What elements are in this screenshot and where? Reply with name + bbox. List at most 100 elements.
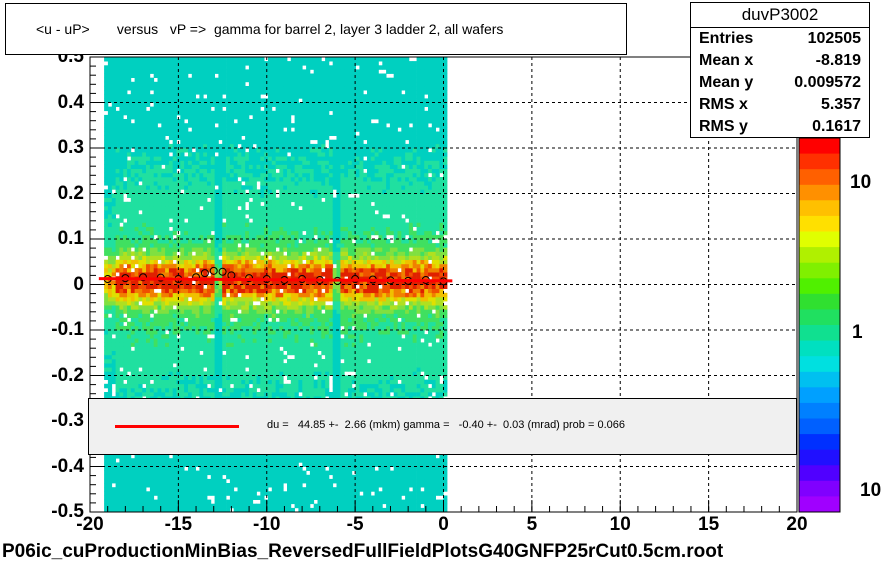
heatmap-cell — [214, 354, 219, 360]
heatmap-cell — [111, 218, 116, 223]
heatmap-cell — [245, 193, 250, 198]
heatmap-cell — [104, 106, 109, 112]
heatmap-cell — [165, 354, 170, 360]
heatmap-cell — [146, 317, 151, 323]
heatmap-cell — [195, 342, 200, 347]
heatmap-cell — [207, 363, 212, 368]
heatmap-cell — [245, 210, 250, 215]
heatmap-cell — [168, 458, 174, 463]
heatmap-cell — [207, 110, 212, 116]
heatmap-cell — [207, 218, 212, 223]
heatmap-cell — [157, 495, 162, 500]
heatmap-cell — [218, 383, 223, 389]
heatmap-cell — [172, 127, 177, 132]
heatmap-cell — [191, 321, 196, 327]
heatmap-cell — [268, 503, 273, 509]
heatmap-cell — [248, 86, 254, 91]
heatmap-cell — [199, 222, 204, 227]
heatmap-cell — [107, 90, 113, 95]
heatmap-cell — [264, 81, 269, 87]
heatmap-cell — [188, 77, 193, 83]
heatmap-cell — [252, 466, 257, 471]
heatmap-cell — [199, 371, 204, 376]
heatmap-cell — [214, 487, 219, 492]
heatmap-cell — [149, 86, 155, 91]
heatmap-cell — [157, 392, 162, 397]
heatmap-cell — [229, 131, 235, 136]
heatmap-cell — [149, 392, 155, 397]
heatmap-cell — [275, 94, 280, 99]
heatmap-cell — [115, 330, 120, 335]
heatmap-cell — [165, 152, 170, 157]
heatmap-cell — [275, 292, 280, 298]
heatmap-cell — [188, 189, 193, 194]
heatmap-cell — [168, 127, 174, 132]
heatmap-cell — [256, 222, 261, 227]
heatmap-cell — [275, 346, 280, 351]
heatmap-cell — [119, 499, 124, 505]
heatmap-cell — [111, 139, 116, 145]
heatmap-cell — [149, 197, 155, 203]
heatmap-cell — [153, 177, 158, 182]
heatmap-cell — [195, 127, 200, 132]
heatmap-cell — [226, 210, 231, 215]
heatmap-cell — [130, 263, 135, 269]
heatmap-cell — [115, 309, 120, 314]
heatmap-cell — [191, 226, 196, 232]
heatmap-cell — [138, 454, 143, 459]
heatmap-cell — [184, 359, 189, 364]
heatmap-cell — [149, 201, 155, 207]
heatmap-cell — [142, 350, 147, 356]
heatmap-cell — [138, 375, 143, 380]
heatmap-cell — [229, 201, 235, 207]
heatmap-cell — [115, 383, 120, 389]
heatmap-cell — [279, 230, 284, 236]
heatmap-cell — [214, 363, 219, 368]
heatmap-cell — [104, 251, 109, 256]
heatmap-cell — [107, 309, 113, 314]
heatmap-cell — [279, 168, 284, 174]
heatmap-cell — [256, 507, 261, 513]
heatmap-cell — [188, 247, 193, 252]
heatmap-cell — [157, 487, 162, 492]
heatmap-cell — [256, 259, 261, 265]
heatmap-cell — [119, 301, 124, 306]
heatmap-cell — [214, 201, 219, 207]
heatmap-cell — [218, 127, 223, 132]
heatmap-cell — [168, 292, 174, 298]
heatmap-cell — [104, 268, 109, 273]
heatmap-cell — [275, 255, 280, 260]
heatmap-cell — [191, 268, 196, 273]
heatmap-cell — [111, 123, 116, 128]
heatmap-cell — [127, 383, 132, 389]
heatmap-cell — [138, 143, 143, 149]
heatmap-cell — [111, 491, 116, 496]
heatmap-cell — [207, 61, 212, 66]
heatmap-cell — [161, 487, 166, 492]
heatmap-cell — [191, 292, 196, 298]
heatmap-cell — [252, 193, 257, 198]
heatmap-cell — [165, 359, 170, 364]
heatmap-cell — [245, 131, 250, 136]
heatmap-cell — [153, 359, 158, 364]
heatmap-cell — [226, 222, 231, 227]
heatmap-cell — [195, 350, 200, 356]
heatmap-cell — [260, 363, 265, 368]
heatmap-cell — [127, 350, 132, 356]
heatmap-cell — [203, 234, 208, 240]
heatmap-cell — [268, 470, 273, 476]
heatmap-cell — [218, 94, 223, 99]
heatmap-cell — [207, 292, 212, 298]
heatmap-cell — [260, 65, 265, 70]
heatmap-cell — [165, 458, 170, 463]
heatmap-cell — [138, 57, 143, 62]
heatmap-cell — [279, 185, 284, 190]
heatmap-cell — [184, 77, 189, 83]
heatmap-cell — [203, 325, 208, 331]
heatmap-cell — [207, 251, 212, 256]
heatmap-cell — [279, 313, 284, 318]
heatmap-cell — [264, 168, 269, 174]
heatmap-cell — [119, 152, 124, 157]
heatmap-cell — [134, 359, 139, 364]
heatmap-cell — [260, 123, 265, 128]
